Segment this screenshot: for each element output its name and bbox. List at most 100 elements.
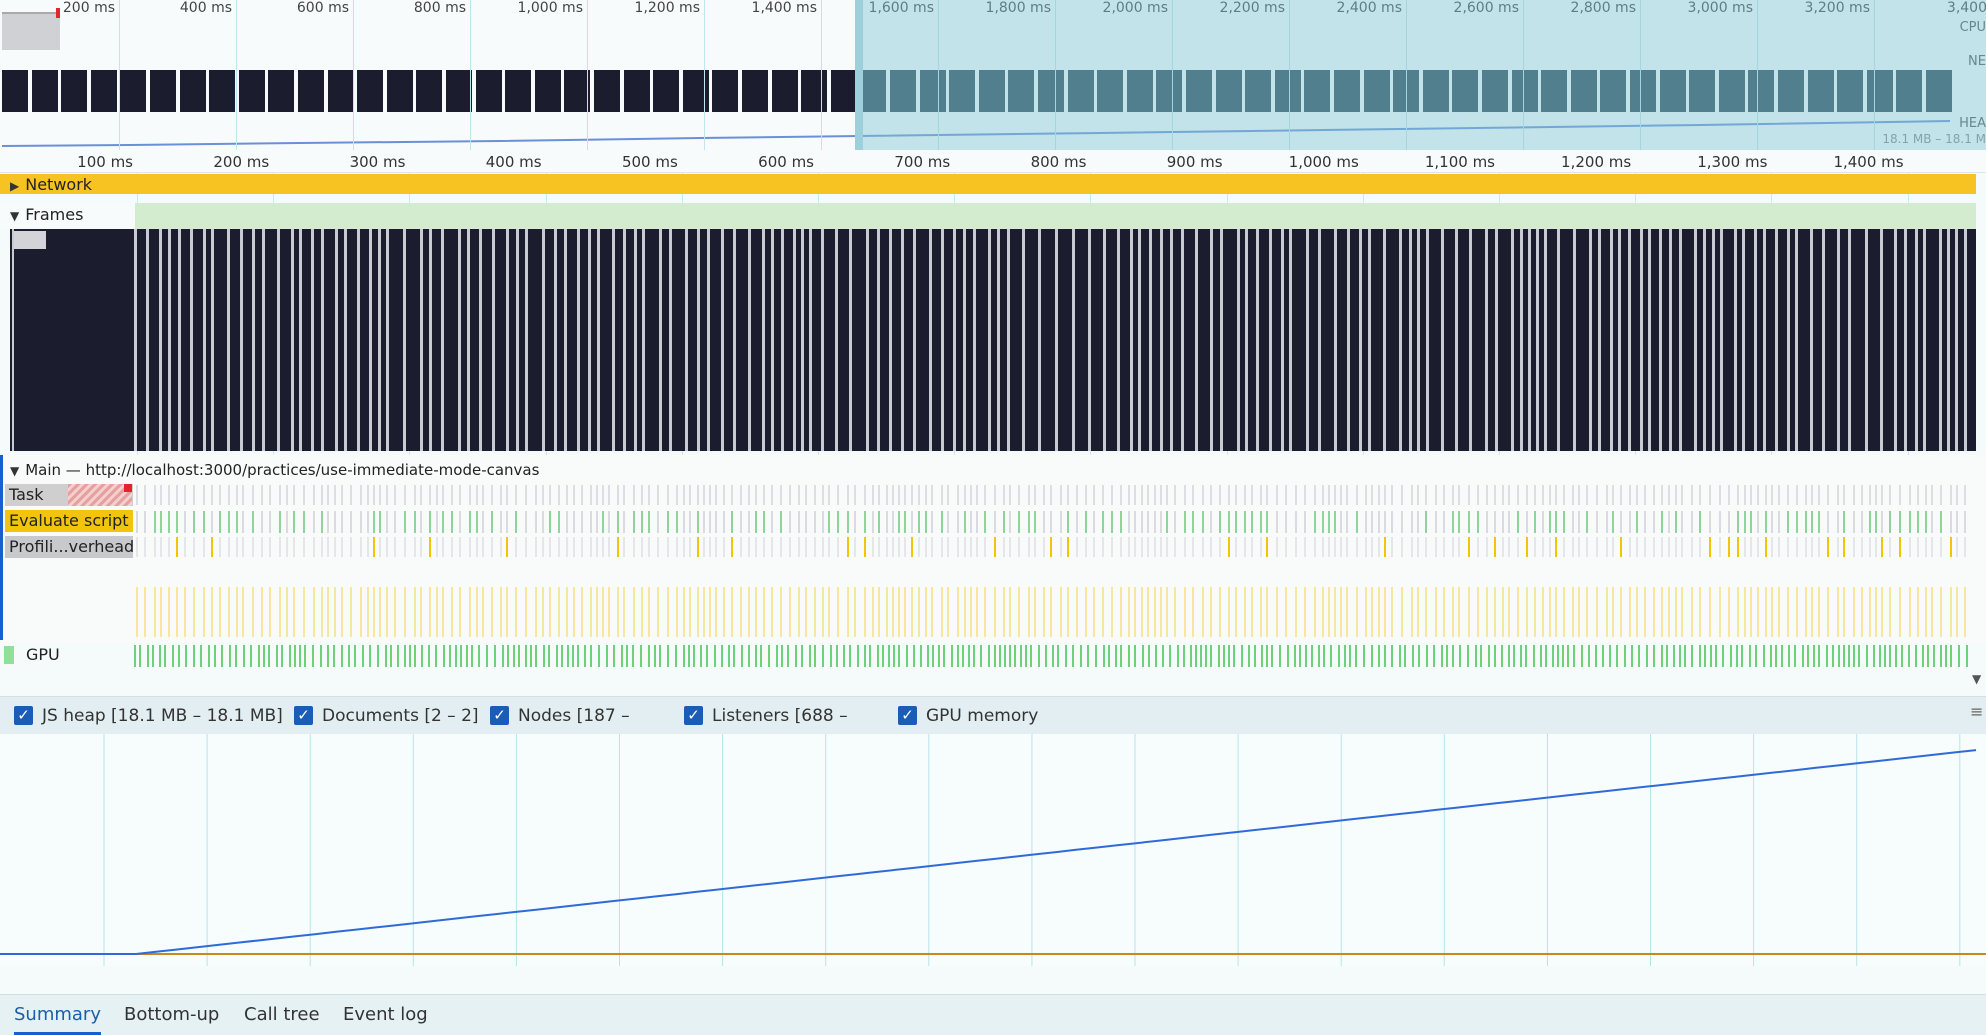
- overhead-tick[interactable]: [1681, 537, 1683, 557]
- script-tick[interactable]: [313, 511, 315, 533]
- task-tick[interactable]: [828, 485, 830, 505]
- script-tick[interactable]: [641, 511, 643, 533]
- gpu-tick[interactable]: [700, 645, 702, 667]
- overhead-tick[interactable]: [904, 537, 906, 557]
- sub-event-tick[interactable]: [394, 587, 396, 637]
- gpu-tick[interactable]: [1128, 645, 1130, 667]
- gpu-tick[interactable]: [1730, 645, 1732, 667]
- script-tick[interactable]: [1526, 511, 1528, 533]
- task-tick[interactable]: [837, 485, 839, 505]
- task-tick[interactable]: [976, 485, 978, 505]
- overhead-tick[interactable]: [771, 537, 773, 557]
- script-tick[interactable]: [837, 511, 839, 533]
- script-tick[interactable]: [414, 511, 416, 533]
- task-tick[interactable]: [1563, 485, 1565, 505]
- script-tick[interactable]: [780, 511, 782, 533]
- gpu-tick[interactable]: [1218, 645, 1220, 667]
- task-tick[interactable]: [1314, 485, 1316, 505]
- overhead-tick[interactable]: [1401, 537, 1403, 557]
- gpu-tick[interactable]: [1205, 645, 1207, 667]
- gpu-tick[interactable]: [139, 645, 141, 667]
- script-tick[interactable]: [904, 511, 906, 533]
- gpu-tick[interactable]: [999, 645, 1001, 667]
- overhead-tick[interactable]: [219, 537, 221, 557]
- script-tick[interactable]: [154, 511, 156, 533]
- overhead-tick[interactable]: [1458, 537, 1460, 557]
- gpu-tick[interactable]: [621, 645, 623, 667]
- overhead-tick[interactable]: [748, 537, 750, 557]
- overhead-tick[interactable]: [1586, 537, 1588, 557]
- sub-event-tick[interactable]: [1917, 587, 1919, 637]
- task-tick[interactable]: [1869, 485, 1871, 505]
- gpu-tick[interactable]: [1210, 645, 1212, 667]
- gpu-tick[interactable]: [1807, 645, 1809, 667]
- task-tick[interactable]: [144, 485, 146, 505]
- task-tick[interactable]: [1728, 485, 1730, 505]
- sub-event-tick[interactable]: [1869, 587, 1871, 637]
- script-tick[interactable]: [261, 511, 263, 533]
- overhead-tick[interactable]: [303, 537, 305, 557]
- overhead-tick[interactable]: [1174, 537, 1176, 557]
- task-tick[interactable]: [386, 485, 388, 505]
- gpu-tick[interactable]: [1602, 645, 1604, 667]
- sub-event-tick[interactable]: [602, 587, 604, 637]
- sub-event-tick[interactable]: [1340, 587, 1342, 637]
- task-tick[interactable]: [1837, 485, 1839, 505]
- overhead-tick[interactable]: [1699, 537, 1701, 557]
- task-tick[interactable]: [878, 485, 880, 505]
- gpu-tick[interactable]: [962, 645, 964, 667]
- script-tick[interactable]: [1043, 511, 1045, 533]
- gpu-tick[interactable]: [1755, 645, 1757, 667]
- task-tick[interactable]: [1034, 485, 1036, 505]
- task-tick[interactable]: [1555, 485, 1557, 505]
- gpu-tick[interactable]: [714, 645, 716, 667]
- script-tick[interactable]: [1219, 511, 1221, 533]
- script-tick[interactable]: [1709, 511, 1711, 533]
- task-tick[interactable]: [459, 485, 461, 505]
- overhead-tick[interactable]: [1411, 537, 1413, 557]
- task-tick[interactable]: [1578, 485, 1580, 505]
- overhead-tick[interactable]: [911, 537, 913, 557]
- task-tick[interactable]: [303, 485, 305, 505]
- sub-event-tick[interactable]: [590, 587, 592, 637]
- overhead-tick[interactable]: [1060, 537, 1062, 557]
- task-tick[interactable]: [931, 485, 933, 505]
- task-tick[interactable]: [1219, 485, 1221, 505]
- overhead-tick[interactable]: [1691, 537, 1693, 557]
- task-tick[interactable]: [482, 485, 484, 505]
- expand-triangle-icon[interactable]: ▶: [10, 179, 20, 193]
- script-tick[interactable]: [1534, 511, 1536, 533]
- overhead-tick[interactable]: [1085, 537, 1087, 557]
- task-tick[interactable]: [1260, 485, 1262, 505]
- script-tick[interactable]: [211, 511, 213, 533]
- task-tick[interactable]: [136, 485, 138, 505]
- task-tick[interactable]: [525, 485, 527, 505]
- sub-event-tick[interactable]: [1636, 587, 1638, 637]
- gpu-tick[interactable]: [1581, 645, 1583, 667]
- sub-event-tick[interactable]: [1411, 587, 1413, 637]
- gpu-tick[interactable]: [377, 645, 379, 667]
- task-tick[interactable]: [341, 485, 343, 505]
- sub-event-tick[interactable]: [1494, 587, 1496, 637]
- script-tick[interactable]: [1425, 511, 1427, 533]
- gpu-tick[interactable]: [898, 645, 900, 667]
- sub-event-tick[interactable]: [667, 587, 669, 637]
- task-tick[interactable]: [228, 485, 230, 505]
- gpu-tick[interactable]: [577, 645, 579, 667]
- sub-event-tick[interactable]: [482, 587, 484, 637]
- overhead-tick[interactable]: [1542, 537, 1544, 557]
- overhead-tick[interactable]: [558, 537, 560, 557]
- sub-event-tick[interactable]: [236, 587, 238, 637]
- gpu-tick[interactable]: [1624, 645, 1626, 667]
- task-tick[interactable]: [219, 485, 221, 505]
- sub-event-tick[interactable]: [1757, 587, 1759, 637]
- overhead-tick[interactable]: [941, 537, 943, 557]
- sub-event-tick[interactable]: [1668, 587, 1670, 637]
- task-tick[interactable]: [515, 485, 517, 505]
- sub-event-tick[interactable]: [1612, 587, 1614, 637]
- sub-event-tick[interactable]: [1796, 587, 1798, 637]
- script-tick[interactable]: [1076, 511, 1078, 533]
- sub-event-tick[interactable]: [1322, 587, 1324, 637]
- sub-event-tick[interactable]: [1067, 587, 1069, 637]
- overhead-tick[interactable]: [581, 537, 583, 557]
